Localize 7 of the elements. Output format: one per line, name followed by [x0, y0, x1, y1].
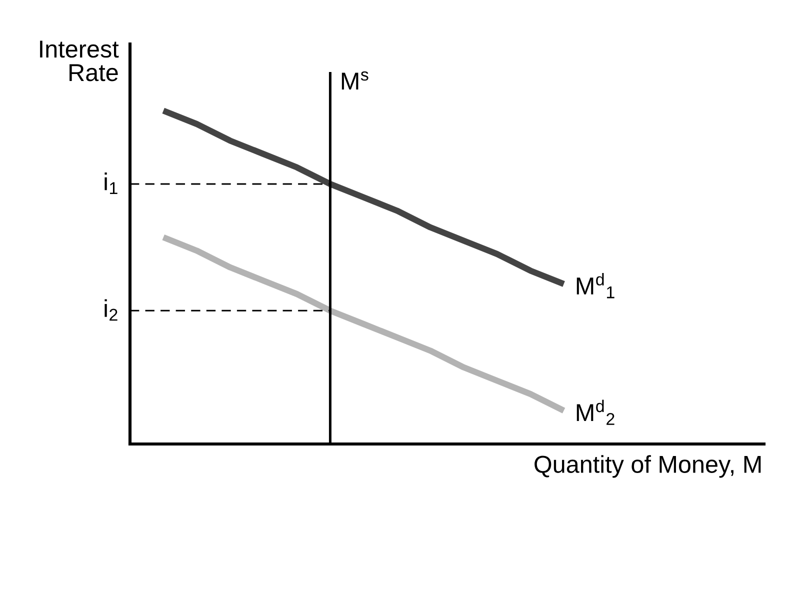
ref-line-label: i$_{2}$ — [104, 299, 118, 321]
series-label: M$^{d}$$_{2}$ — [576, 400, 614, 425]
ref-line-label: i$_{1}$ — [104, 172, 118, 194]
series-label: M$^{d}$$_{1}$ — [576, 273, 614, 298]
text: M$^{s}$ — [342, 71, 368, 90]
x-axis-title: Quantity of Money, M — [534, 455, 761, 478]
y-axis-title: Interest Rate — [40, 40, 119, 82]
